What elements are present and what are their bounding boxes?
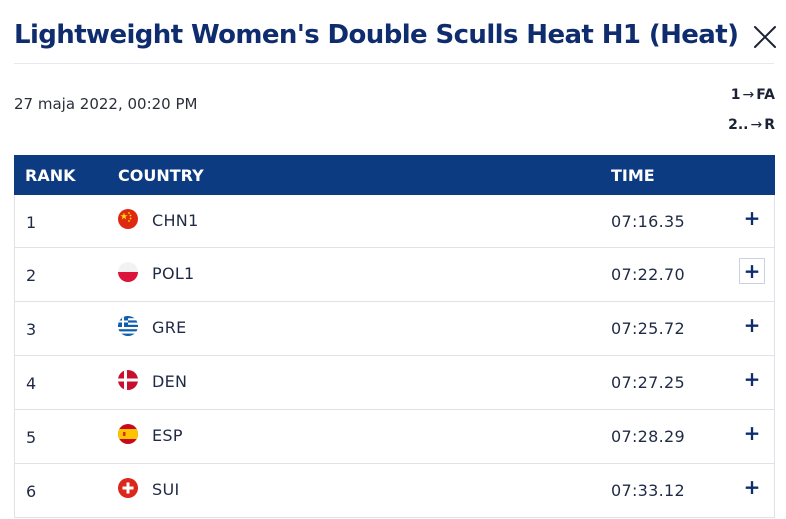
spain-flag-icon — [118, 424, 138, 444]
country-cell: DEN — [152, 372, 188, 391]
race-datetime: 27 maja 2022, 00:20 PM — [14, 95, 198, 113]
arrow-right-icon: → — [742, 87, 755, 103]
progression-legend: 1 → FA 2.. → R — [728, 80, 775, 140]
table-header: RANK COUNTRY TIME — [14, 155, 775, 195]
rank-cell: 4 — [26, 374, 37, 393]
close-button[interactable] — [751, 20, 779, 54]
time-cell: 07:25.72 — [611, 319, 685, 338]
table-row: 1 CHN1 07:16.35 + — [14, 195, 775, 248]
time-cell: 07:22.70 — [611, 265, 685, 284]
country-cell: POL1 — [152, 264, 195, 283]
table-row: 3 GRE 07:25.72 + — [14, 302, 775, 356]
denmark-flag-icon — [118, 370, 138, 390]
close-icon — [754, 26, 776, 48]
expand-row-button[interactable]: + — [743, 421, 761, 445]
progression-item: 1 → FA — [730, 87, 775, 103]
expand-row-button[interactable]: + — [743, 367, 761, 391]
arrow-right-icon: → — [750, 117, 763, 133]
column-header-time: TIME — [611, 166, 655, 185]
time-cell: 07:16.35 — [611, 212, 685, 231]
rank-cell: 5 — [26, 428, 37, 447]
table-row: 2 POL1 07:22.70 + — [14, 248, 775, 302]
country-cell: GRE — [152, 318, 187, 337]
column-header-country: COUNTRY — [118, 166, 204, 185]
expand-row-button[interactable]: + — [743, 313, 761, 337]
country-cell: SUI — [152, 480, 180, 499]
column-header-rank: RANK — [25, 166, 76, 185]
country-cell: ESP — [152, 426, 183, 445]
table-row: 4 DEN 07:27.25 + — [14, 356, 775, 410]
rank-cell: 2 — [26, 266, 37, 285]
switzerland-flag-icon — [118, 478, 138, 498]
expand-row-button[interactable]: + — [743, 475, 761, 499]
progression-item: 2.. → R — [728, 117, 775, 133]
greece-flag-icon — [118, 316, 138, 336]
poland-flag-icon — [118, 262, 138, 282]
time-cell: 07:28.29 — [611, 427, 685, 446]
china-flag-icon — [118, 209, 138, 229]
rank-cell: 3 — [26, 320, 37, 339]
expand-row-button[interactable]: + — [743, 206, 761, 230]
country-cell: CHN1 — [152, 211, 199, 230]
results-table: RANK COUNTRY TIME 1 CHN1 07:16.35 +2 POL1 07:… — [14, 155, 775, 518]
expand-row-button[interactable]: + — [739, 258, 765, 284]
time-cell: 07:27.25 — [611, 373, 685, 392]
table-body: 1 CHN1 07:16.35 +2 POL1 07:22.70 +3 GRE 07:25.72… — [14, 195, 775, 518]
rank-cell: 6 — [26, 482, 37, 501]
divider — [14, 63, 774, 64]
table-row: 6 SUI 07:33.12 + — [14, 464, 775, 518]
rank-cell: 1 — [26, 213, 37, 232]
time-cell: 07:33.12 — [611, 481, 685, 500]
page-title: Lightweight Women's Double Sculls Heat H… — [14, 20, 739, 50]
table-row: 5 ESP 07:28.29 + — [14, 410, 775, 464]
